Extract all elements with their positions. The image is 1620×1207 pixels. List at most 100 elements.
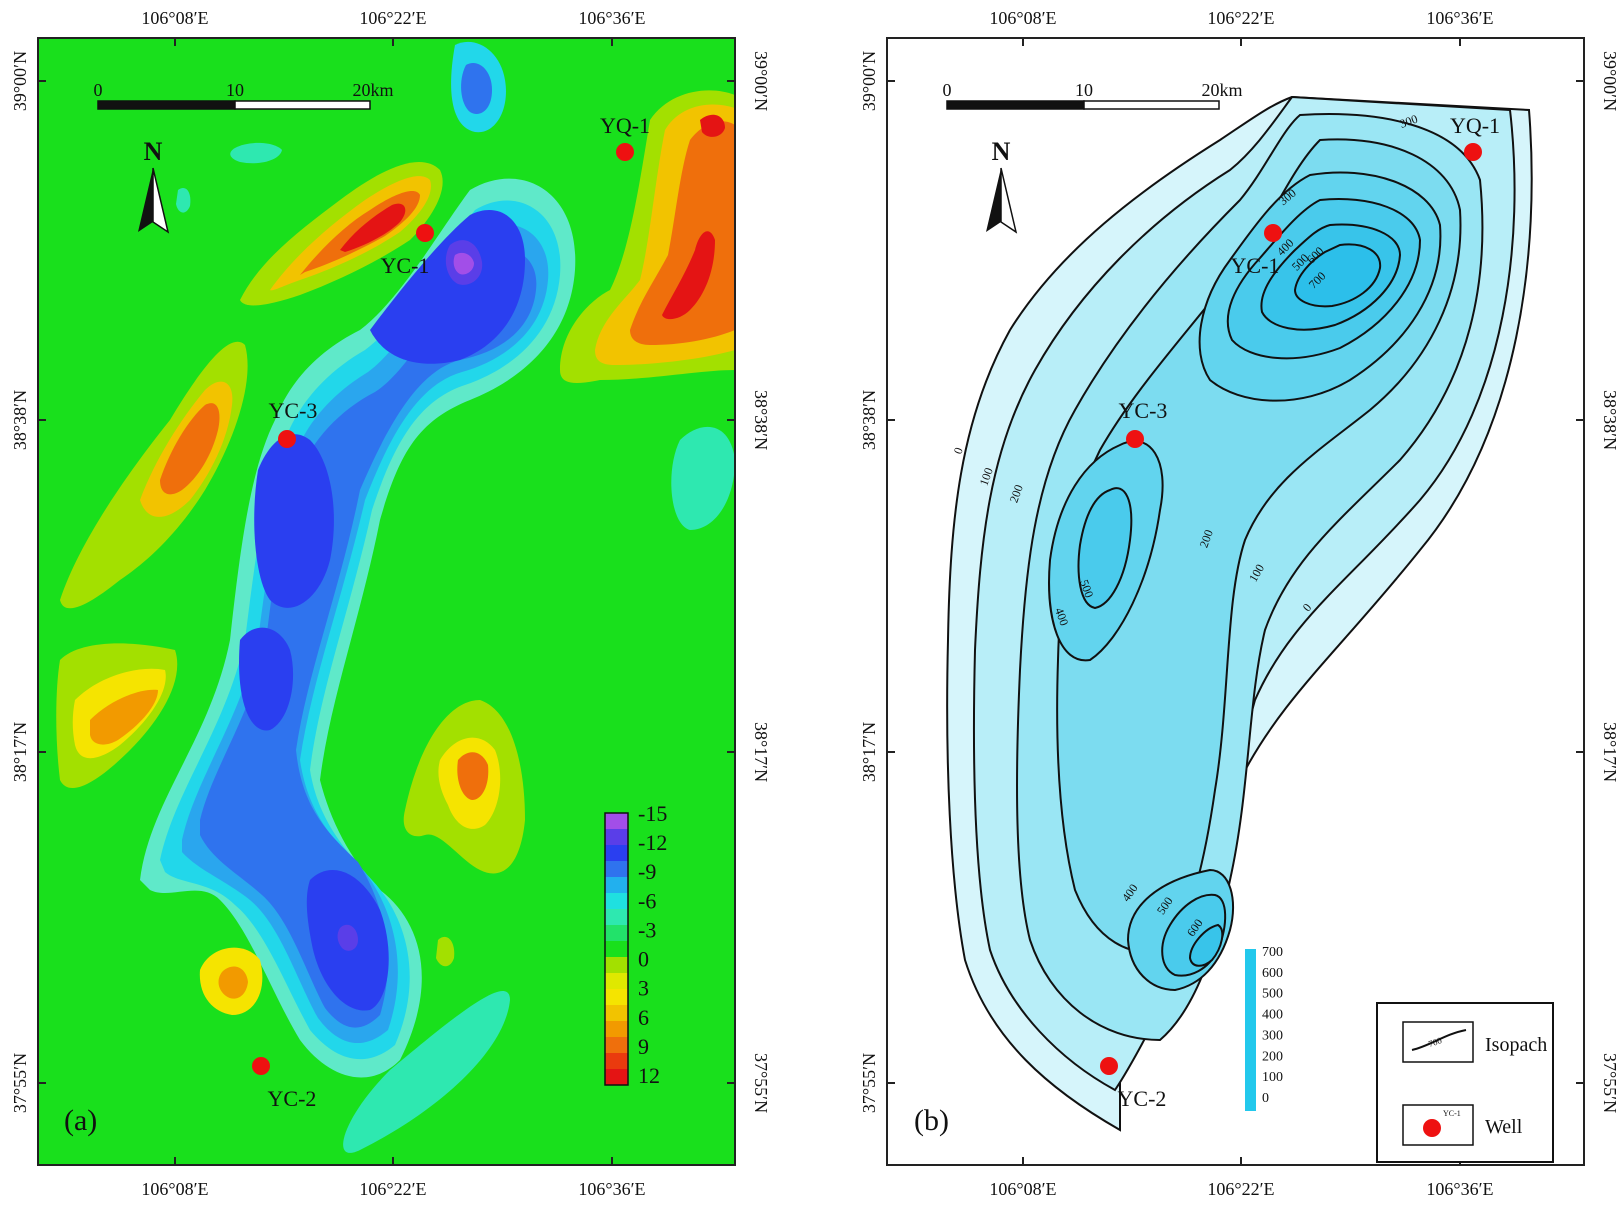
well-label-yc-1: YC-1	[381, 253, 430, 278]
scale-zero-label: 0	[943, 80, 952, 100]
panel-b-north-arrow: N	[986, 137, 1018, 234]
panel-b-letter: (b)	[914, 1104, 949, 1137]
colorbar-label: 9	[638, 1034, 649, 1059]
colorbar-label: -3	[638, 917, 656, 942]
lon-tick-top-3: 106°36′E	[1426, 8, 1493, 28]
lon-tick-top-1: 106°08′E	[141, 8, 208, 28]
lat-tick-left-1: 39°00′N	[10, 51, 30, 111]
north-label: N	[144, 137, 163, 166]
colorbar-label: -9	[638, 859, 656, 884]
anomaly-map	[38, 38, 735, 1165]
contour-label-100: 100	[977, 466, 996, 488]
colorbar-swatch	[605, 813, 628, 830]
well-marker-icon	[1423, 1119, 1441, 1137]
well-marker-icon	[1100, 1057, 1118, 1075]
colorbar-swatch	[605, 925, 628, 942]
colorbar-label: 0	[1262, 1091, 1269, 1106]
panel-a-scale-bar: 0 10 20km	[94, 80, 394, 110]
lon-tick-top-2: 106°22′E	[1207, 8, 1274, 28]
lon-tick-top-2: 106°22′E	[359, 8, 426, 28]
panel-b-frame	[886, 37, 1585, 1166]
colorbar-label: 200	[1262, 1049, 1283, 1064]
panel-a: 106°08′E 106°22′E 106°36′E 106°08′E 106°…	[10, 8, 771, 1199]
well-label-yq-1: YQ-1	[600, 113, 650, 138]
lon-tick-bottom-3: 106°36′E	[578, 1179, 645, 1199]
well-label-yc-3: YC-3	[269, 398, 318, 423]
panel-b: 0 100 200 500 400 200 100 0 300 300 400 …	[859, 8, 1620, 1199]
colorbar-swatch	[605, 829, 628, 846]
well-marker-icon	[1126, 430, 1144, 448]
scale-mid-label: 10	[1075, 80, 1093, 100]
lon-tick-bottom-2: 106°22′E	[1207, 1179, 1274, 1199]
colorbar-label: -15	[638, 801, 667, 826]
well-label-yc-2: YC-2	[268, 1086, 317, 1111]
well-marker-icon	[416, 224, 434, 242]
lon-tick-bottom-3: 106°36′E	[1426, 1179, 1493, 1199]
colorbar-label: 100	[1262, 1070, 1283, 1085]
lat-tick-left-3: 38°17′N	[10, 722, 30, 782]
scale-mid-label: 10	[226, 80, 244, 100]
panel-b-scale-bar: 0 10 20km	[943, 80, 1243, 110]
lat-tick-left-4: 37°55′N	[10, 1053, 30, 1113]
colorbar-swatch	[605, 877, 628, 894]
lat-tick-right-3: 38°17′N	[751, 722, 771, 782]
lat-tick-right-1: 39°00′N	[751, 51, 771, 111]
panel-a-colorbar: -15 -12 -9 -6 -3 0 3 6 9 12	[604, 801, 667, 1088]
lat-tick-right-4: 37°55′N	[751, 1053, 771, 1113]
legend: 700 Isopach YC-1 Well	[1376, 1002, 1554, 1163]
negative-anomaly-zone	[140, 41, 735, 1153]
colorbar-label: 6	[638, 1005, 649, 1030]
well-marker-icon	[1264, 224, 1282, 242]
well-label-yq-1: YQ-1	[1450, 113, 1500, 138]
isopach-line-icon	[1411, 1029, 1467, 1051]
colorbar-label: 700	[1262, 945, 1283, 960]
lat-tick-left-3: 38°17′N	[859, 722, 879, 782]
contour-label-0: 0	[951, 445, 966, 455]
colorbar-swatch	[605, 989, 628, 1006]
colorbar-swatch	[605, 861, 628, 878]
colorbar-labels: 700 600 500 400 300 200 100 0	[1262, 945, 1283, 1106]
isopach-map	[946, 95, 1533, 1132]
well-label-yc-1: YC-1	[1231, 253, 1280, 278]
lon-tick-bottom-1: 106°08′E	[141, 1179, 208, 1199]
contour-label-400: 400	[1052, 606, 1071, 628]
panel-a-axes: 106°08′E 106°22′E 106°36′E 106°08′E 106°…	[10, 8, 771, 1199]
lon-tick-top-1: 106°08′E	[989, 8, 1056, 28]
north-arrow-icon	[138, 168, 153, 232]
contour-label-200b: 200	[1197, 528, 1216, 550]
panel-b-wells: YC-1 YC-3 YQ-1 YC-2	[1100, 113, 1500, 1111]
colorbar-label: 600	[1262, 966, 1283, 981]
colorbar-label: 400	[1262, 1008, 1283, 1023]
lat-tick-left-2: 38°38′N	[10, 390, 30, 450]
colorbar-swatch	[605, 845, 628, 862]
colorbar-swatch	[605, 893, 628, 910]
panel-a-letter: (a)	[64, 1104, 97, 1137]
colorbar-label: 300	[1262, 1028, 1283, 1043]
colorbar-swatch	[605, 973, 628, 990]
colorbar-label: 3	[638, 976, 649, 1001]
north-arrow-icon	[986, 168, 1001, 232]
lon-tick-bottom-2: 106°22′E	[359, 1179, 426, 1199]
contour-label-500: 500	[1077, 578, 1096, 600]
colorbar-labels: -15 -12 -9 -6 -3 0 3 6 9 12	[638, 801, 667, 1088]
lat-tick-right-3: 38°17′N	[1600, 722, 1620, 782]
colorbar-swatch	[605, 1069, 628, 1086]
panel-a-frame	[37, 37, 736, 1166]
colorbar-label: -6	[638, 888, 656, 913]
lat-tick-right-2: 38°38′N	[1600, 390, 1620, 450]
lon-tick-bottom-1: 106°08′E	[989, 1179, 1056, 1199]
panel-b-colorbar: 700 600 500 400 300 200 100 0	[1245, 945, 1283, 1111]
colorbar-swatch	[605, 1053, 628, 1070]
well-marker-icon	[616, 143, 634, 161]
legend-well-label: Well	[1485, 1116, 1523, 1138]
colorbar-swatch	[605, 941, 628, 958]
colorbar-label: 12	[638, 1063, 660, 1088]
contour-label-300: 300	[1398, 112, 1420, 131]
colorbar-swatch	[605, 957, 628, 974]
panel-b-axes: 106°08′E 106°22′E 106°36′E 106°08′E 106°…	[859, 8, 1620, 1199]
lat-tick-left-2: 38°38′N	[859, 390, 879, 450]
colorbar-swatch	[605, 1021, 628, 1038]
north-label: N	[992, 137, 1011, 166]
colorbar-swatch	[1245, 949, 1256, 1111]
